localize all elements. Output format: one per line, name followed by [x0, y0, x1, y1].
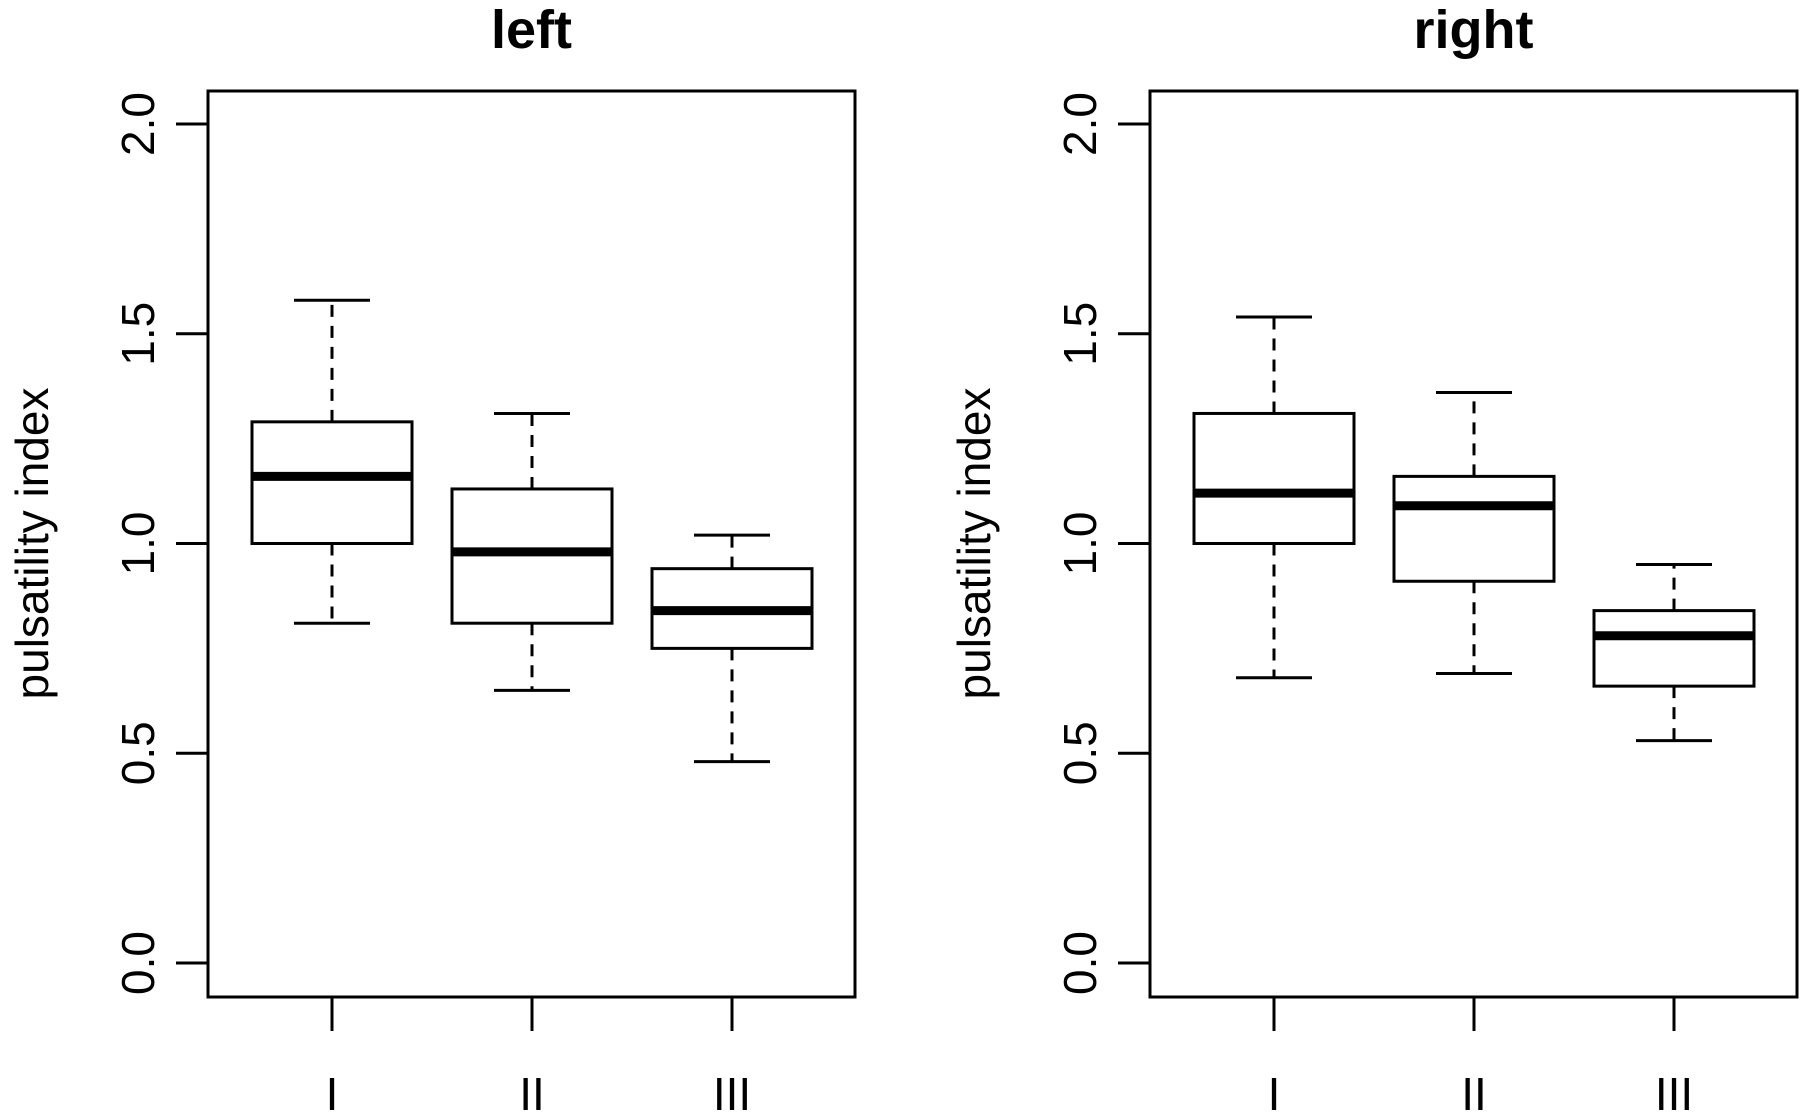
- boxes-right: [1192, 315, 1756, 743]
- y-tick-label-left-1: 0.5: [112, 721, 164, 785]
- y-tick-label-right-3: 1.5: [1054, 302, 1106, 366]
- box-right-II: [1392, 390, 1556, 676]
- y-tick-label-left-4: 2.0: [112, 92, 164, 156]
- x-tick-label-right-0: I: [1268, 1068, 1281, 1115]
- iqr-box-right-III: [1592, 609, 1756, 688]
- iqr-box-left-I: [250, 420, 414, 545]
- y-tick-label-right-0: 0.0: [1054, 931, 1106, 995]
- x-axis-right: I II III: [1268, 997, 1693, 1115]
- iqr-box-right-II: [1392, 474, 1556, 583]
- x-tick-label-left-1: II: [519, 1068, 545, 1115]
- y-tick-label-left-0: 0.0: [112, 931, 164, 995]
- box-left-III: [650, 533, 814, 764]
- panel-left: left pulsatility index 0.0 0.5 1.0 1.5 2.0 I…: [6, 0, 857, 1115]
- box-right-I: [1192, 315, 1356, 680]
- y-tick-label-right-1: 0.5: [1054, 721, 1106, 785]
- x-tick-label-right-2: III: [1655, 1068, 1693, 1115]
- x-tick-label-right-1: II: [1461, 1068, 1487, 1115]
- y-axis-label-right: pulsatility index: [948, 388, 1000, 700]
- panel-title-right: right: [1414, 0, 1534, 60]
- y-axis-right: 0.0 0.5 1.0 1.5 2.0: [1054, 92, 1150, 995]
- y-tick-label-left-2: 1.0: [112, 512, 164, 576]
- y-tick-label-left-3: 1.5: [112, 302, 164, 366]
- panel-title-left: left: [491, 0, 572, 60]
- boxes-left: [250, 298, 814, 764]
- x-axis-left: I II III: [326, 997, 751, 1115]
- iqr-box-right-I: [1192, 411, 1356, 545]
- y-axis-left: 0.0 0.5 1.0 1.5 2.0: [112, 92, 208, 995]
- box-left-I: [250, 298, 414, 625]
- box-left-II: [450, 411, 614, 692]
- x-tick-label-left-0: I: [326, 1068, 339, 1115]
- x-tick-label-left-2: III: [713, 1068, 751, 1115]
- panel-right: right pulsatility index 0.00.51.01.52.0 …: [948, 0, 1799, 1115]
- y-tick-label-right-2: 1.0: [1054, 512, 1106, 576]
- y-axis-label-left: pulsatility index: [6, 388, 58, 700]
- y-tick-label-right-4: 2.0: [1054, 92, 1106, 156]
- box-right-III: [1592, 562, 1756, 743]
